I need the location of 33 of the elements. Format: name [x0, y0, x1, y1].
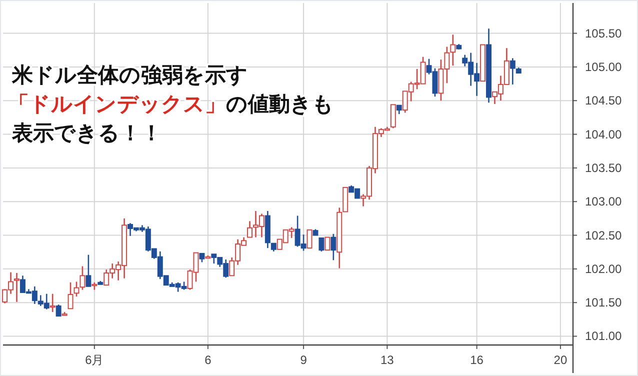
candlestick: [450, 34, 456, 66]
candlestick: [68, 282, 74, 310]
y-tick-label: 101.50: [585, 296, 622, 310]
y-tick-label: 104.50: [585, 94, 622, 108]
x-tick-label: 20: [554, 353, 568, 367]
annotation: 「ドルインデックス」: [8, 93, 226, 116]
candlestick: [14, 272, 20, 303]
candlestick: [324, 236, 330, 251]
candlestick: [247, 220, 252, 238]
y-tick-label: 103.00: [585, 194, 622, 209]
annotation: の値動きも: [226, 93, 334, 116]
candlestick: [486, 28, 492, 104]
y-tick-label: 102.00: [585, 262, 622, 276]
candlestick: [264, 210, 270, 249]
candlestick: [480, 44, 486, 82]
y-tick-label: 104.00: [585, 127, 622, 142]
candlestick: [342, 186, 348, 212]
x-tick-label: 9: [300, 353, 308, 367]
y-tick-label: 105.50: [585, 26, 622, 40]
y-tick-label: 105.00: [585, 60, 622, 74]
x-tick-label: 6: [204, 353, 212, 367]
x-tick-label: 16: [470, 353, 484, 367]
candlestick: [396, 104, 402, 115]
candlestick: [336, 207, 342, 269]
y-tick-label: 102.50: [585, 228, 622, 242]
x-tick-label: 13: [380, 353, 394, 367]
x-tick-label: 6月: [85, 353, 104, 367]
annotation: 表示できる！！: [11, 122, 162, 145]
y-tick-label: 103.50: [585, 160, 622, 175]
candlestick: [86, 254, 92, 287]
y-tick-label: 101.00: [585, 329, 622, 344]
candlestick: [306, 229, 312, 249]
annotation: 米ドル全体の強弱を示す: [11, 64, 248, 87]
